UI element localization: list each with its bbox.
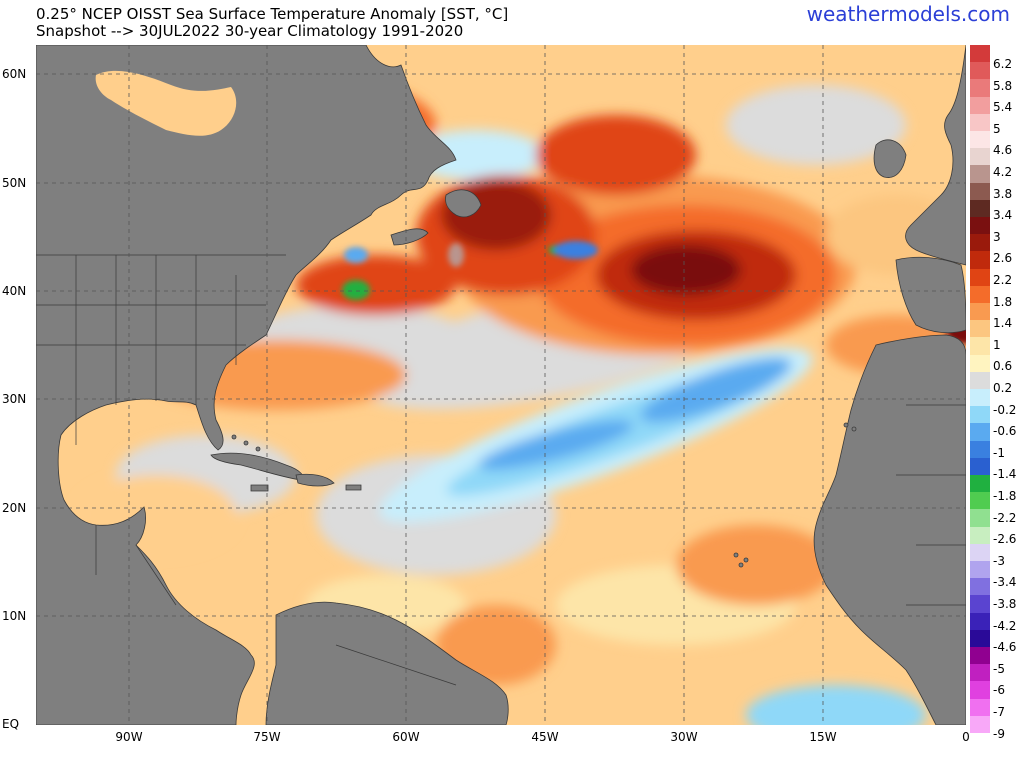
colorbar-segment	[970, 492, 990, 510]
colorbar-segment	[970, 629, 990, 648]
colorbar-segment	[970, 423, 990, 442]
colorbar-segment	[970, 647, 990, 665]
colorbar-tick-label: 0.6	[993, 359, 1013, 374]
borders	[36, 254, 966, 686]
sst-anomaly-map	[36, 45, 966, 725]
colorbar-segment	[970, 199, 990, 218]
brand-link[interactable]: weathermodels.com	[806, 2, 1010, 26]
colorbar-segment	[970, 406, 990, 424]
colorbar-segment	[970, 354, 990, 373]
colorbar-tick-label: 5.4	[993, 100, 1013, 115]
colorbar-tick-label: -9	[993, 726, 1005, 741]
colorbar-segment	[970, 113, 990, 132]
colorbar-segment	[970, 698, 990, 717]
colorbar-tick-label: 4.6	[993, 143, 1013, 158]
lat-label-10n: 10N	[2, 609, 27, 623]
colorbar-tick-label: -2.2	[993, 510, 1017, 525]
lat-label-20n: 20N	[2, 501, 27, 515]
colorbar-segment	[970, 457, 990, 476]
colorbar-tick-label: -1.8	[993, 489, 1017, 503]
colorbar-tick-label: 3.4	[993, 208, 1013, 223]
colorbar-segment	[970, 715, 990, 734]
lat-label-60n: 60N	[2, 67, 27, 81]
colorbar-tick-label: 1	[993, 337, 1001, 352]
colorbar-tick-label: -4.2	[993, 618, 1017, 633]
colorbar-tick-label: 4.2	[993, 165, 1013, 179]
colorbar-tick-label: 2.6	[993, 251, 1013, 266]
colorbar-tick-label: 1.8	[993, 294, 1013, 309]
lat-label-50n: 50N	[2, 176, 27, 190]
colorbar-segment	[970, 595, 990, 614]
colorbar-tick-label: -6	[993, 683, 1005, 698]
colorbar-segment	[970, 320, 990, 338]
colorbar-segment	[970, 612, 990, 631]
lon-label-75w: 75W	[253, 730, 281, 744]
gridlines	[36, 45, 966, 725]
colorbar-segment	[970, 251, 990, 270]
colorbar-segment	[970, 165, 990, 184]
colorbar-segment	[970, 561, 990, 579]
lon-label-0: 0	[962, 730, 970, 744]
colorbar-segment	[970, 543, 990, 562]
colorbar-segment	[970, 337, 990, 356]
colorbar-segment	[970, 131, 990, 149]
colorbar-tick-label: 3.8	[993, 186, 1013, 201]
map-canvas	[36, 45, 966, 725]
colorbar-tick-label: 5.8	[993, 78, 1013, 93]
colorbar-segment	[970, 79, 990, 98]
lon-label-45w: 45W	[531, 730, 559, 744]
lon-label-90w: 90W	[115, 730, 143, 744]
colorbar-tick-label: -0.2	[993, 402, 1017, 417]
colorbar-segment	[970, 96, 990, 115]
colorbar-segment	[970, 389, 990, 407]
colorbar-segment	[970, 526, 990, 545]
colorbar-tick-label: 6.2	[993, 57, 1013, 71]
colorbar-segment	[970, 440, 990, 459]
colorbar-tick-label: -1	[993, 445, 1005, 460]
colorbar-segment	[970, 509, 990, 528]
colorbar-segment	[970, 234, 990, 252]
colorbar-segment	[970, 217, 990, 235]
colorbar-segment	[970, 182, 990, 201]
colorbar-tick-label: -2.6	[993, 532, 1017, 547]
lon-label-15w: 15W	[809, 730, 837, 744]
colorbar-segment	[970, 45, 990, 63]
colorbar-tick-label: -3.8	[993, 597, 1017, 611]
colorbar-tick-label: 5	[993, 121, 1001, 136]
colorbar-segment	[970, 148, 990, 166]
lat-label-eq: EQ	[2, 717, 20, 731]
lon-label-30w: 30W	[670, 730, 698, 744]
lat-label-40n: 40N	[2, 284, 27, 298]
colorbar-tick-label: 1.4	[993, 316, 1013, 331]
colorbar-segment	[970, 475, 990, 493]
colorbar-tick-label: -1.4	[993, 467, 1017, 482]
colorbar-segment	[970, 578, 990, 596]
land	[36, 45, 966, 725]
colorbar-tick-label: -3.4	[993, 575, 1017, 590]
colorbar-tick-label: -0.6	[993, 424, 1017, 439]
colorbar-tick-label: -3	[993, 553, 1005, 568]
lat-label-30n: 30N	[2, 392, 27, 406]
colorbar-tick-label: 2.2	[993, 273, 1013, 287]
colorbar-segment	[970, 268, 990, 287]
colorbar-segment	[970, 285, 990, 304]
colorbar-tick-label: 0.2	[993, 381, 1013, 395]
lon-label-60w: 60W	[392, 730, 420, 744]
colorbar-tick-label: -7	[993, 705, 1005, 719]
map-title: 0.25° NCEP OISST Sea Surface Temperature…	[36, 5, 509, 23]
colorbar-tick-label: 3	[993, 229, 1001, 244]
colorbar-segment	[970, 303, 990, 321]
map-subtitle: Snapshot --> 30JUL2022 30-year Climatolo…	[36, 22, 464, 40]
colorbar-segment	[970, 371, 990, 390]
anomaly-field	[36, 75, 966, 725]
colorbar-segment	[970, 664, 990, 682]
colorbar-tick-label: -5	[993, 661, 1005, 676]
colorbar-segment	[970, 681, 990, 700]
colorbar-segment	[970, 62, 990, 80]
colorbar	[970, 45, 990, 734]
colorbar-tick-label: -4.6	[993, 640, 1017, 655]
